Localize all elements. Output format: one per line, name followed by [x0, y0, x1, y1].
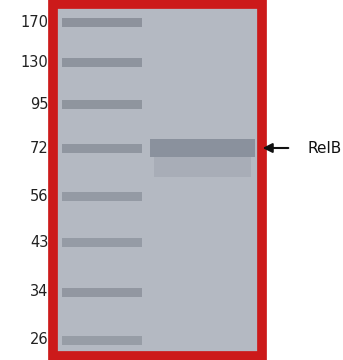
- Text: 56: 56: [30, 189, 49, 203]
- Bar: [53, 4, 262, 356]
- Text: RelB: RelB: [308, 140, 342, 156]
- Bar: [62, 99, 142, 108]
- Bar: [62, 336, 142, 345]
- Bar: [62, 144, 142, 153]
- Bar: [62, 18, 142, 27]
- Text: 26: 26: [30, 333, 49, 347]
- Text: 170: 170: [21, 14, 49, 30]
- Bar: [154, 157, 251, 177]
- Text: 72: 72: [30, 140, 49, 156]
- Text: 95: 95: [30, 96, 49, 112]
- Bar: [150, 139, 255, 157]
- Text: 34: 34: [30, 284, 49, 300]
- Bar: [62, 192, 142, 201]
- Bar: [62, 238, 142, 247]
- Bar: [62, 288, 142, 297]
- Bar: [62, 58, 142, 67]
- Text: 43: 43: [30, 234, 49, 249]
- Text: 130: 130: [21, 54, 49, 69]
